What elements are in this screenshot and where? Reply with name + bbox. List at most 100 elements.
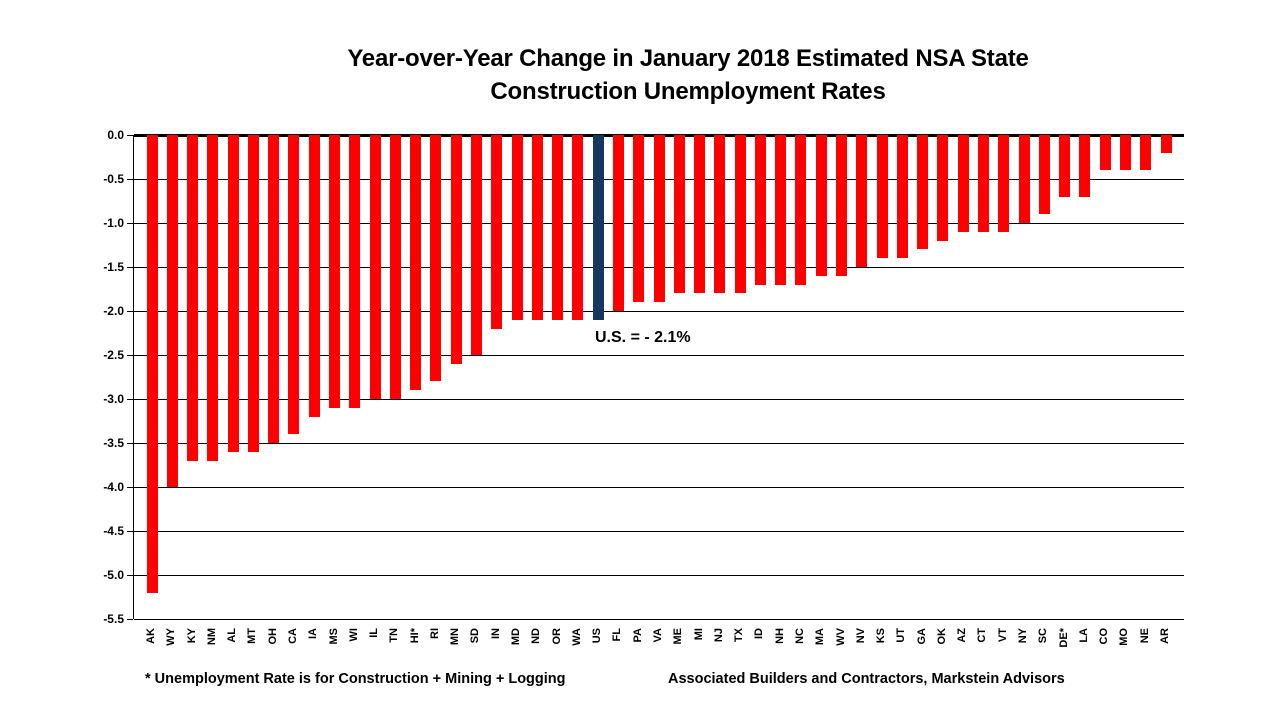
bar-MA xyxy=(816,135,827,276)
y-tick--5.0 xyxy=(127,575,133,576)
x-axis-label-MT: MT xyxy=(246,628,258,644)
x-axis-label-KS: KS xyxy=(875,628,887,644)
x-axis-label-TN: TN xyxy=(388,628,400,643)
x-axis-label-US: US xyxy=(591,628,603,644)
bar-IA xyxy=(309,135,320,417)
x-axis-label-AK: AK xyxy=(145,628,157,644)
y-tick--2.5 xyxy=(127,355,133,356)
x-axis-label-MI: MI xyxy=(693,628,705,641)
bar-AR xyxy=(1161,135,1172,153)
bar-DE* xyxy=(1059,135,1070,197)
x-axis-label-DE*: DE* xyxy=(1058,628,1070,648)
chart-title-line1: Year-over-Year Change in January 2018 Es… xyxy=(347,45,1029,72)
y-axis-label--5.5: -5.5 xyxy=(103,612,124,626)
x-axis-label-OK: OK xyxy=(936,628,948,645)
x-axis-label-NV: NV xyxy=(855,628,867,644)
bar-GA xyxy=(917,135,928,249)
x-axis-label-WV: WV xyxy=(835,628,847,646)
y-tick--5.5 xyxy=(127,619,133,620)
bar-AL xyxy=(228,135,239,452)
bar-PA xyxy=(633,135,644,302)
x-axis-label-VT: VT xyxy=(997,628,1009,643)
bar-MN xyxy=(451,135,462,364)
bar-NH xyxy=(775,135,786,285)
bar-RI xyxy=(430,135,441,381)
y-axis-label--1.5: -1.5 xyxy=(103,260,124,274)
x-axis-label-CT: CT xyxy=(976,628,988,643)
bar-AK xyxy=(147,135,158,593)
y-axis-label--4.0: -4.0 xyxy=(103,480,124,494)
bar-IL xyxy=(370,135,381,399)
x-axis-label-AZ: AZ xyxy=(956,628,968,643)
x-axis-label-GA: GA xyxy=(916,628,928,645)
y-tick--2.0 xyxy=(127,311,133,312)
x-axis-label-MO: MO xyxy=(1118,628,1130,646)
footnote-source: Associated Builders and Contractors, Mar… xyxy=(668,671,1065,687)
bar-CT xyxy=(978,135,989,232)
x-axis-label-ND: ND xyxy=(530,628,542,644)
chart-title: Year-over-Year Change in January 2018 Es… xyxy=(193,42,1183,108)
y-tick--0.5 xyxy=(127,179,133,180)
footnote-unemployment-definition: * Unemployment Rate is for Construction … xyxy=(145,671,566,687)
x-axis-label-UT: UT xyxy=(895,628,907,643)
bar-MD xyxy=(512,135,523,320)
bar-WV xyxy=(836,135,847,276)
y-axis-label--2.0: -2.0 xyxy=(103,304,124,318)
x-axis-label-LA: LA xyxy=(1078,628,1090,643)
x-axis-label-FL: FL xyxy=(611,628,623,642)
bar-ME xyxy=(674,135,685,293)
bar-LA xyxy=(1079,135,1090,197)
gridline--5.0 xyxy=(134,575,1184,576)
x-axis-label-ME: ME xyxy=(672,628,684,645)
x-axis-label-TX: TX xyxy=(733,628,745,643)
gridline--4.0 xyxy=(134,487,1184,488)
y-tick--1.5 xyxy=(127,267,133,268)
x-axis-label-IA: IA xyxy=(307,628,319,639)
bar-VT xyxy=(998,135,1009,232)
bar-VA xyxy=(654,135,665,302)
y-tick--3.5 xyxy=(127,443,133,444)
bar-MT xyxy=(248,135,259,452)
y-tick--4.5 xyxy=(127,531,133,532)
gridline--5.5 xyxy=(134,619,1184,620)
y-axis-label--3.5: -3.5 xyxy=(103,436,124,450)
y-axis-label--5.0: -5.0 xyxy=(103,568,124,582)
bar-WY xyxy=(167,135,178,487)
x-axis-label-MD: MD xyxy=(510,628,522,646)
x-axis-label-SD: SD xyxy=(469,628,481,644)
bar-NE xyxy=(1140,135,1151,170)
bar-OH xyxy=(268,135,279,443)
bar-US xyxy=(593,135,604,320)
plot-area xyxy=(127,134,1184,620)
x-axis-label-NC: NC xyxy=(794,628,806,644)
x-axis-label-AR: AR xyxy=(1159,628,1171,644)
y-axis-label--4.5: -4.5 xyxy=(103,524,124,538)
y-axis-label--1.0: -1.0 xyxy=(103,216,124,230)
x-axis-label-IN: IN xyxy=(490,628,502,639)
x-axis-label-WA: WA xyxy=(571,628,583,646)
bar-NM xyxy=(207,135,218,461)
x-axis-label-SC: SC xyxy=(1037,628,1049,644)
bar-HI* xyxy=(410,135,421,390)
x-axis-label-AL: AL xyxy=(226,628,238,643)
x-axis-label-CO: CO xyxy=(1098,628,1110,645)
x-axis-label-HI*: HI* xyxy=(409,628,421,644)
bar-FL xyxy=(613,135,624,311)
bar-WA xyxy=(572,135,583,320)
x-axis-label-ID: ID xyxy=(753,628,765,639)
chart-title-line2: Construction Unemployment Rates xyxy=(490,78,886,105)
x-axis-label-WY: WY xyxy=(165,628,177,646)
gridline--4.5 xyxy=(134,531,1184,532)
bar-NC xyxy=(795,135,806,285)
bar-SD xyxy=(471,135,482,355)
bar-IN xyxy=(491,135,502,329)
bar-OR xyxy=(552,135,563,320)
bar-ND xyxy=(532,135,543,320)
x-axis-label-MN: MN xyxy=(449,628,461,646)
x-axis-label-NM: NM xyxy=(206,628,218,646)
x-axis-label-OR: OR xyxy=(551,628,563,645)
x-axis-label-NJ: NJ xyxy=(713,628,725,643)
y-axis-label--2.5: -2.5 xyxy=(103,348,124,362)
bar-MO xyxy=(1120,135,1131,170)
bar-MS xyxy=(329,135,340,408)
